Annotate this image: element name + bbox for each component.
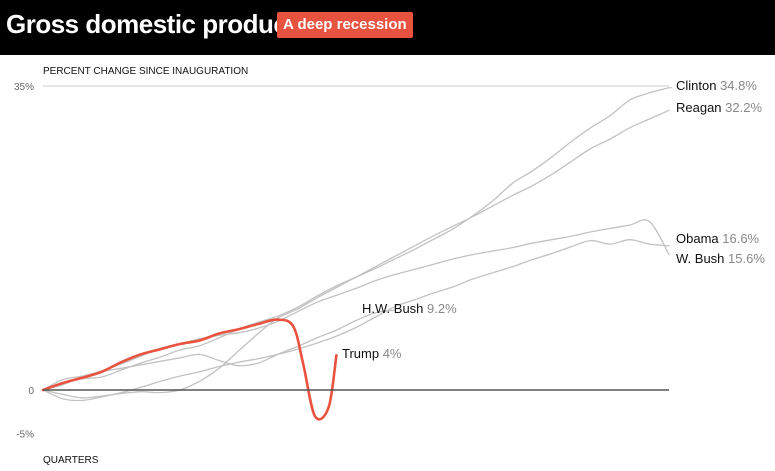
series-label-w-bush: W. Bush 15.6%	[676, 251, 765, 266]
x-axis-label: QUARTERS	[43, 455, 99, 466]
gridlines	[43, 85, 669, 87]
series-lines	[42, 87, 672, 402]
series-label-clinton: Clinton 34.8%	[676, 78, 757, 93]
y-tick-label: 0	[28, 386, 34, 397]
series-value: 34.8%	[720, 78, 757, 93]
series-line-obama	[42, 239, 670, 402]
series-label-reagan: Reagan 32.2%	[676, 100, 762, 115]
series-line-reagan	[42, 109, 670, 399]
series-value: 16.6%	[722, 231, 759, 246]
series-value: 9.2%	[427, 301, 457, 316]
highlight-series	[41, 318, 338, 421]
y-axis-label: PERCENT CHANGE SINCE INAUGURATION	[43, 66, 248, 77]
y-axis-ticks: -5% 0 35%	[14, 82, 34, 440]
series-name: Trump	[342, 346, 383, 361]
series-name: Reagan	[676, 100, 725, 115]
series-label-h-w-bush: H.W. Bush 9.2%	[362, 301, 457, 316]
series-label-trump: Trump 4%	[342, 346, 402, 361]
series-name: Obama	[676, 231, 722, 246]
y-tick-label: -5%	[16, 429, 34, 440]
series-name: Clinton	[676, 78, 720, 93]
series-value: 4%	[383, 346, 402, 361]
y-tick-label: 35%	[14, 82, 34, 93]
recession-badge: A deep recession	[277, 12, 413, 38]
series-line-trump	[41, 318, 338, 421]
series-value: 15.6%	[728, 251, 765, 266]
series-name: W. Bush	[676, 251, 728, 266]
series-line-clinton	[42, 87, 670, 391]
header-bar: Gross domestic product A deep recession	[0, 0, 775, 55]
series-name: H.W. Bush	[362, 301, 427, 316]
series-labels: Clinton 34.8% Reagan 32.2% Obama 16.6% W. B…	[342, 78, 765, 361]
series-value: 32.2%	[725, 100, 762, 115]
page-title: Gross domestic product	[6, 9, 296, 39]
series-label-obama: Obama 16.6%	[676, 231, 760, 246]
